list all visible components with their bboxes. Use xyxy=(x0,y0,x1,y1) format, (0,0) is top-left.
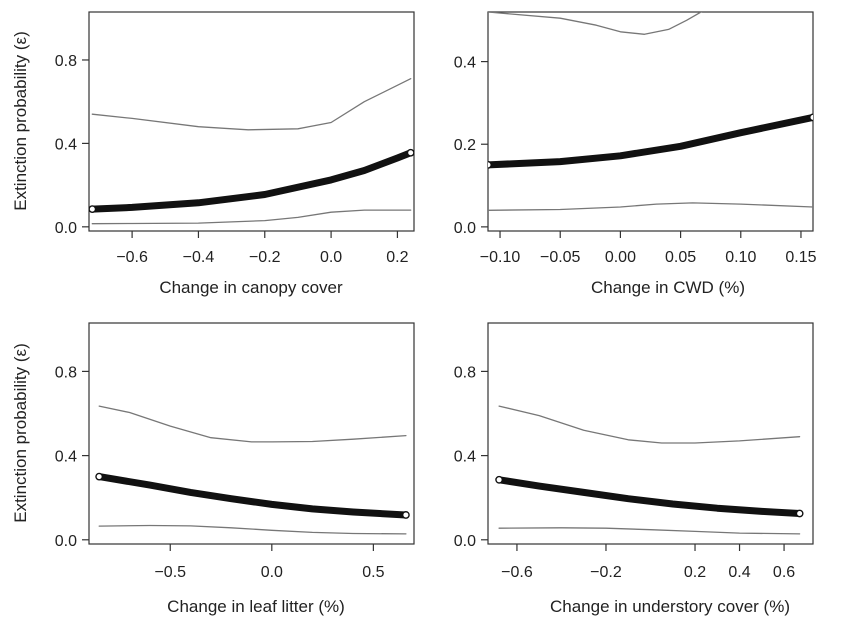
estimate-end-point xyxy=(809,113,813,122)
estimate-end-point xyxy=(401,511,410,519)
estimate-end-point xyxy=(406,148,414,157)
lower-line xyxy=(98,524,407,535)
upper-line xyxy=(98,405,407,443)
x-tick-label: 0.10 xyxy=(725,249,756,266)
x-tick-label: 0.6 xyxy=(773,564,795,581)
x-axis-title: Change in CWD (%) xyxy=(591,278,745,297)
x-tick-label: 0.2 xyxy=(386,249,408,266)
x-tick-label: 0.0 xyxy=(320,249,342,266)
x-tick-label: −0.2 xyxy=(249,249,281,266)
panel-understory-cover: −0.6 −0.2 0.2 0.4 0.6 0.0 0.4 0.8 Change in un… xyxy=(454,322,814,616)
plot-frame xyxy=(88,322,415,545)
x-tick-label: −0.05 xyxy=(540,249,581,266)
x-tick-label: 0.2 xyxy=(684,564,706,581)
curves xyxy=(95,405,410,535)
upper-line xyxy=(488,12,703,35)
estimate-start-point xyxy=(495,475,504,484)
y-tick-label: 0.8 xyxy=(55,364,77,381)
y-tick-label: 0.2 xyxy=(454,137,476,154)
estimate-start-point xyxy=(89,205,97,213)
x-axis-title: Change in canopy cover xyxy=(159,278,343,297)
y-axis-title: Extinction probability (ε) xyxy=(11,343,30,523)
x-tick-label: −0.5 xyxy=(154,564,186,581)
x-tick-label: −0.2 xyxy=(590,564,622,581)
y-axis: 0.0 0.2 0.4 xyxy=(454,55,488,237)
y-axis: 0.0 0.4 0.8 xyxy=(55,364,89,550)
y-tick-label: 0.0 xyxy=(454,533,476,550)
x-axis: −0.10 −0.05 0.00 0.05 0.10 0.15 xyxy=(480,231,817,266)
y-tick-label: 0.8 xyxy=(454,364,476,381)
plot-frame xyxy=(487,322,814,545)
curves xyxy=(495,405,804,535)
y-tick-label: 0.8 xyxy=(55,53,77,70)
x-axis: −0.6 −0.4 −0.2 0.0 0.2 xyxy=(116,231,409,266)
panel-leaf-litter: −0.5 0.0 0.5 0.0 0.4 0.8 Change in leaf litt… xyxy=(11,322,415,616)
estimate-line xyxy=(488,113,813,169)
y-axis-title: Extinction probability (ε) xyxy=(11,31,30,211)
x-tick-label: 0.00 xyxy=(605,249,636,266)
curves xyxy=(89,78,414,225)
estimate-line xyxy=(95,473,410,519)
x-tick-label: −0.10 xyxy=(480,249,521,266)
x-tick-label: 0.0 xyxy=(261,564,283,581)
lower-line xyxy=(91,209,412,225)
plot-frame xyxy=(487,11,814,232)
estimate-line xyxy=(89,149,414,213)
upper-line xyxy=(498,405,801,444)
x-axis-title: Change in understory cover (%) xyxy=(550,597,790,616)
y-tick-label: 0.4 xyxy=(55,449,77,466)
curves xyxy=(488,12,813,211)
y-tick-label: 0.0 xyxy=(454,220,476,237)
y-tick-label: 0.0 xyxy=(55,220,77,237)
estimate-start-point xyxy=(95,472,104,481)
x-tick-label: −0.6 xyxy=(116,249,148,266)
estimate-end-point xyxy=(795,509,804,518)
lower-line xyxy=(498,527,801,535)
panel-cwd: −0.10 −0.05 0.00 0.05 0.10 0.15 0.0 0.2 0.4 Cha… xyxy=(454,11,817,297)
y-axis: 0.0 0.4 0.8 xyxy=(55,53,89,237)
y-axis: 0.0 0.4 0.8 xyxy=(454,364,488,550)
x-tick-label: 0.15 xyxy=(785,249,816,266)
panel-canopy-cover: −0.6 −0.4 −0.2 0.0 0.2 0.0 0.4 0.8 Change in c… xyxy=(11,11,415,297)
estimate-line xyxy=(495,476,804,517)
x-axis: −0.5 0.0 0.5 xyxy=(154,544,385,581)
estimate-start-point xyxy=(488,160,492,169)
plot-frame xyxy=(88,11,415,232)
x-axis: −0.6 −0.2 0.2 0.4 0.6 xyxy=(501,544,795,581)
lower-line xyxy=(488,202,813,211)
x-tick-label: 0.4 xyxy=(728,564,750,581)
y-tick-label: 0.4 xyxy=(454,55,476,72)
x-tick-label: 0.5 xyxy=(362,564,384,581)
y-tick-label: 0.4 xyxy=(454,449,476,466)
x-tick-label: −0.4 xyxy=(183,249,215,266)
x-axis-title: Change in leaf litter (%) xyxy=(167,597,345,616)
y-tick-label: 0.0 xyxy=(55,533,77,550)
x-tick-label: −0.6 xyxy=(501,564,533,581)
upper-line xyxy=(91,78,412,131)
x-tick-label: 0.05 xyxy=(665,249,696,266)
y-tick-label: 0.4 xyxy=(55,136,77,153)
